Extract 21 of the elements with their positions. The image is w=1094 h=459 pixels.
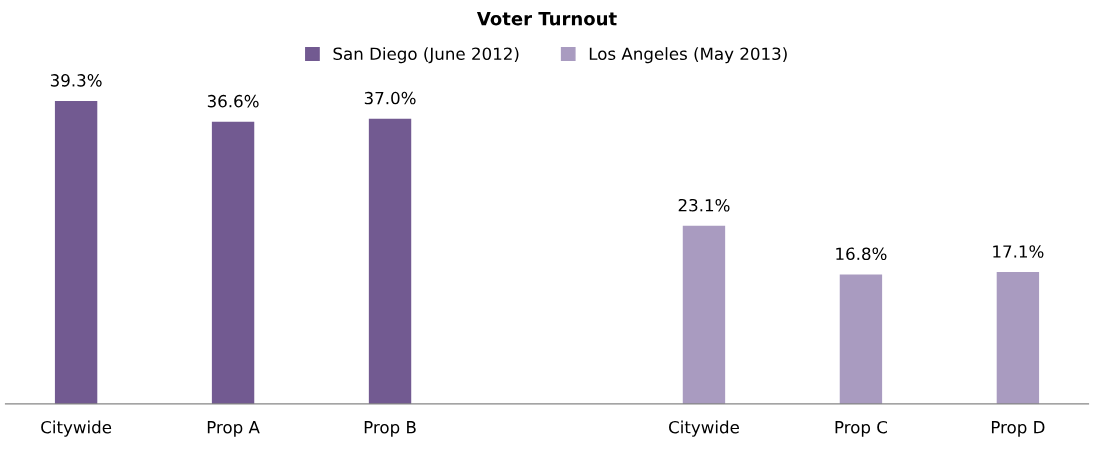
data-label: 37.0% <box>364 91 416 105</box>
bar <box>211 121 255 404</box>
bar <box>682 225 726 404</box>
data-label: 39.3% <box>50 74 102 87</box>
bar <box>839 274 883 404</box>
x-tick-label: Prop C <box>835 420 887 437</box>
chart-title: Voter Turnout <box>476 12 617 26</box>
data-label: 17.1% <box>993 245 1044 258</box>
x-tick-label: Prop D <box>991 421 1045 437</box>
data-label: 23.1% <box>678 198 730 212</box>
x-tick-label: Citywide <box>41 420 112 437</box>
bar <box>54 100 98 404</box>
x-tick-label: Citywide <box>669 420 739 437</box>
legend-label: Los Angeles (May 2013) <box>589 47 787 64</box>
x-tick-label: Prop B <box>364 421 416 437</box>
x-tick-label: Prop A <box>207 421 260 437</box>
bar <box>996 272 1040 404</box>
data-label: 36.6% <box>207 94 259 108</box>
legend-label: San Diego (June 2012) <box>333 47 519 64</box>
bar <box>368 118 412 404</box>
data-label: 16.8% <box>836 247 887 261</box>
